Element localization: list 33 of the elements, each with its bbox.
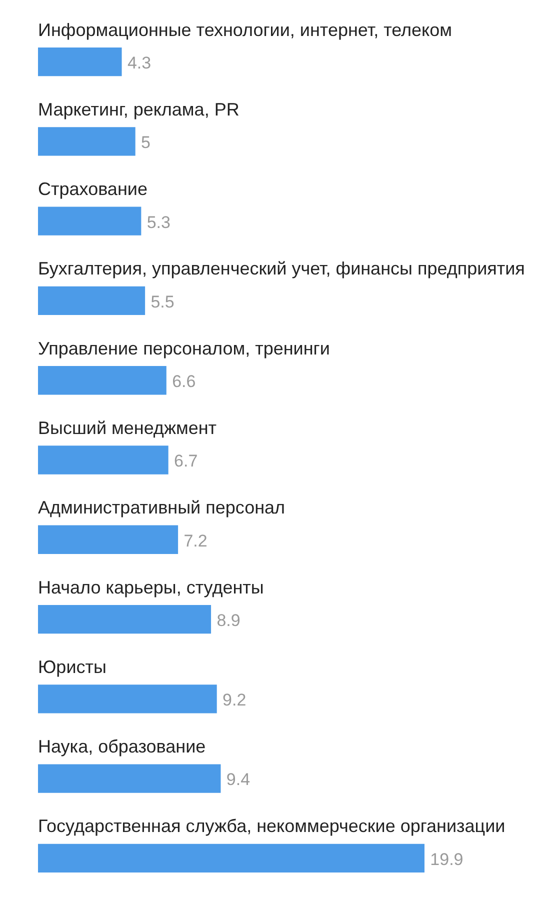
- data-label: 19.9: [430, 850, 464, 869]
- bar: [38, 684, 217, 714]
- data-label: 5.3: [146, 212, 170, 232]
- y-tick-label: Административный персонал: [38, 498, 286, 518]
- y-tick-label: Наука, образование: [38, 736, 206, 757]
- data-label: 8.9: [216, 610, 240, 630]
- y-tick-label: Маркетинг, реклама, PR: [38, 99, 240, 120]
- data-label: 9.4: [226, 770, 250, 790]
- y-tick-label: Начало карьеры, студенты: [38, 577, 264, 598]
- bar: [38, 525, 178, 554]
- bar: [38, 446, 168, 474]
- bar: [38, 286, 146, 316]
- bar: [38, 764, 221, 793]
- bar: [38, 206, 142, 236]
- y-tick-label: Управление персоналом, тренинги: [38, 338, 330, 358]
- y-tick-label: Информационные технологии, интернет, телеком: [38, 20, 452, 40]
- bar: [38, 604, 212, 634]
- y-tick-label: Юристы: [38, 656, 106, 677]
- bar: [38, 844, 424, 873]
- data-label: 7.2: [184, 531, 208, 550]
- data-label: 6.7: [174, 452, 198, 471]
- data-label: 9.2: [222, 690, 246, 710]
- y-tick-label: Бухгалтерия, управленческий учет, финансы предприятия: [38, 258, 525, 279]
- data-label: 5: [141, 133, 150, 152]
- data-label: 4.3: [127, 54, 152, 73]
- bar: [38, 127, 136, 156]
- bar: [38, 366, 166, 395]
- bar: [38, 47, 122, 76]
- y-tick-label: Государственная служба, некоммерческие организации: [38, 816, 506, 836]
- data-label: 6.6: [172, 372, 196, 392]
- y-tick-label: Высший менеджмент: [38, 418, 217, 438]
- y-tick-label: Страхование: [38, 179, 148, 200]
- data-label: 5.5: [150, 292, 174, 312]
